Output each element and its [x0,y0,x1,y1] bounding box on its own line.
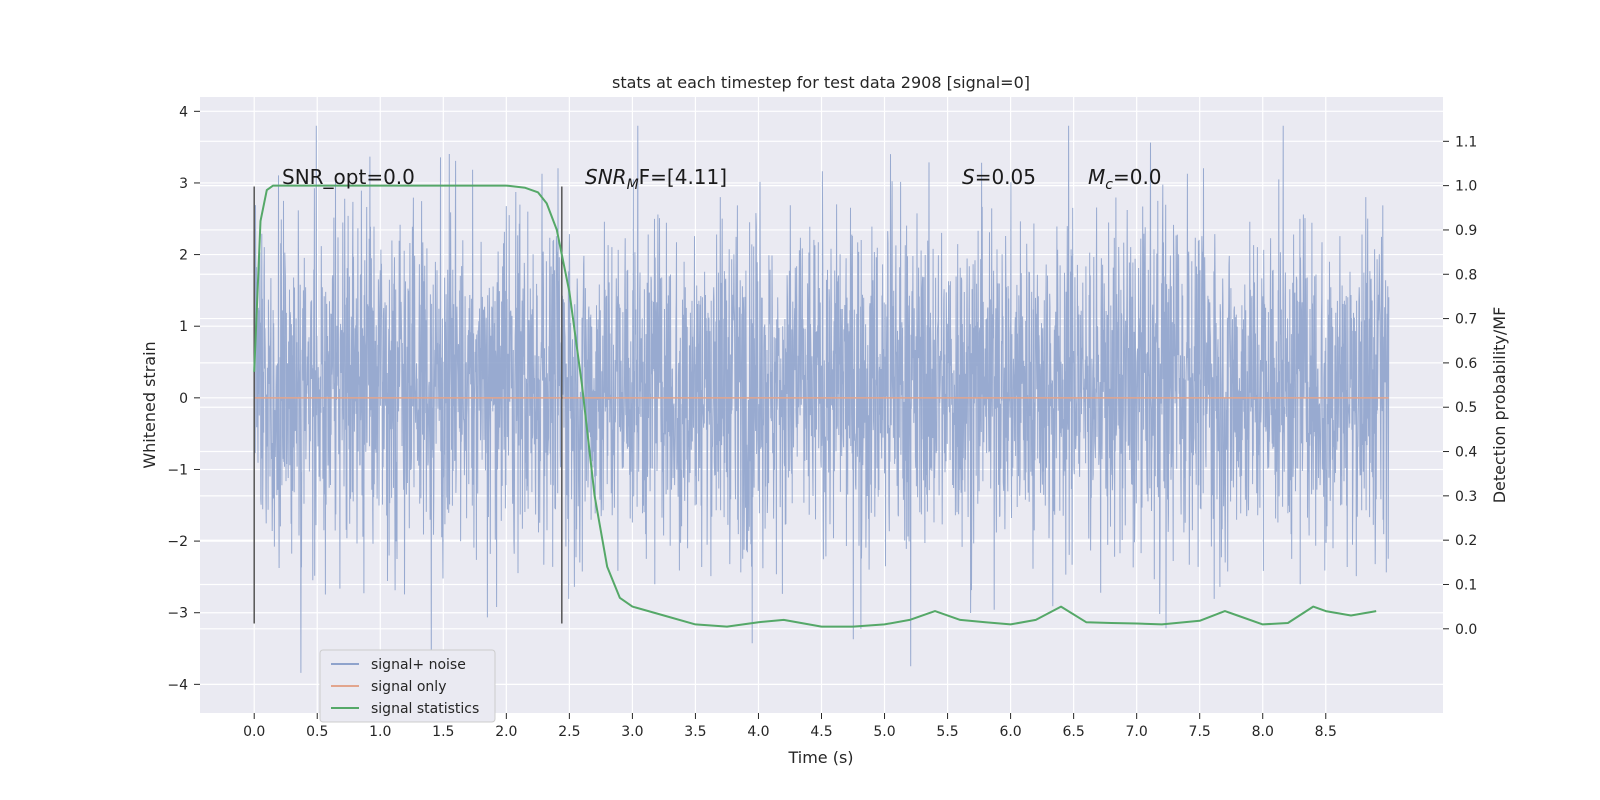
y-tick-label: 1 [179,319,188,335]
y2-tick-label: 0.9 [1455,223,1477,239]
y-tick-label: −3 [167,606,188,622]
y-tick-label: −1 [167,462,188,478]
legend-box [319,649,496,723]
legend-label-statistics: signal statistics [371,701,479,717]
y2-tick-label: 1.0 [1455,179,1477,195]
x-tick-label: 3.5 [684,724,706,740]
y-tick-label: −2 [167,534,188,550]
x-tick-label: 3.0 [621,724,643,740]
x-tick-label: 0.5 [306,724,328,740]
snr-mf-sub: M [627,177,639,193]
x-tick-label: 4.5 [810,724,832,740]
mc-rest: =0.0 [1113,165,1162,189]
y-tick-label: 2 [179,248,188,264]
x-tick-label: 2.0 [495,724,517,740]
x-tick-label: 7.0 [1126,724,1148,740]
y2-tick-label: 0.0 [1455,622,1477,638]
annotation-s: S=0.05 [962,165,1036,189]
x-tick-label: 5.5 [936,724,958,740]
mc-var: M [1088,165,1105,189]
x-tick-label: 8.0 [1252,724,1274,740]
y-tick-label: 3 [179,176,188,192]
s-rest: =0.05 [975,165,1036,189]
signal-statistics-series [253,184,1377,628]
x-tick-label: 2.5 [558,724,580,740]
chart-title: stats at each timestep for test data 290… [612,73,1030,92]
y-tick-label: 4 [179,104,188,120]
x-tick-label: 8.5 [1315,724,1337,740]
x-tick-label: 7.5 [1189,724,1211,740]
x-tick-label: 6.0 [999,724,1021,740]
y2-tick-label: 0.1 [1455,577,1477,593]
signal-noise-series [253,125,1390,674]
legend: signal+ noise signal only signal statist… [319,649,496,723]
y2-tick-label: 0.7 [1455,312,1477,328]
x-tick-label: 0.0 [243,724,265,740]
y-tick-label: −4 [167,677,188,693]
x-tick-label: 6.5 [1062,724,1084,740]
annotation-snr-mf: SNRMF=[4.11] [585,165,727,193]
x-tick-label: 5.0 [873,724,895,740]
y2-tick-label: 0.3 [1455,489,1477,505]
mc-sub: c [1105,177,1113,193]
annotation-mc: Mc=0.0 [1088,165,1162,193]
y2-tick-label: 0.8 [1455,267,1477,283]
y2-tick-label: 0.6 [1455,356,1477,372]
x-tick-label: 1.0 [369,724,391,740]
signal-noise-line [253,125,1390,674]
x-ticks: 0.0 0.5 1.0 1.5 2.0 2.5 3.0 3.5 4.0 4.5 5.0 5.5 6.0 6… [243,713,1337,740]
y-tick-label: 0 [179,391,188,407]
snr-mf-base: SNR [585,165,627,189]
legend-label-signal-only: signal only [371,679,446,695]
y2-tick-label: 0.4 [1455,445,1477,461]
y2-tick-label: 0.5 [1455,400,1477,416]
y-axis-label: Whitened strain [140,341,159,468]
x-tick-label: 4.0 [747,724,769,740]
x-tick-label: 1.5 [432,724,454,740]
y-ticks: 4 3 2 1 0 −1 −2 −3 −4 [167,104,200,693]
annotation-snr-opt: SNR_opt=0.0 [282,165,415,189]
x-axis-label: Time (s) [787,748,853,767]
legend-label-noise: signal+ noise [371,657,466,673]
s-var: S [962,165,975,189]
snr-mf-rest: F=[4.11] [639,165,727,189]
signal-statistics-line [253,184,1377,628]
y2-ticks: 0.0 0.1 0.2 0.3 0.4 0.5 0.6 0.7 0.8 0.9 1.0 1.1 [1443,134,1477,638]
y2-tick-label: 1.1 [1455,134,1477,150]
y2-tick-label: 0.2 [1455,533,1477,549]
y2-axis-label: Detection probability/MF [1490,307,1509,504]
